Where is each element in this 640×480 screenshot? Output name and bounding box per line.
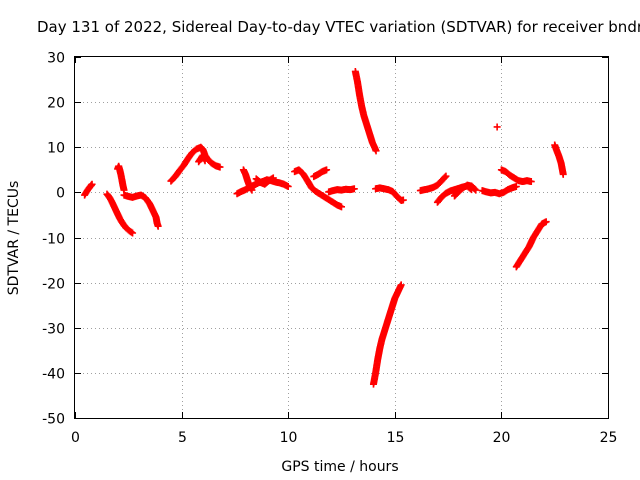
- data-point: [269, 174, 277, 182]
- y-tick-label: 0: [56, 186, 65, 202]
- data-point: [129, 229, 137, 237]
- y-axis-label: SDTVAR / TECUs: [6, 181, 22, 296]
- y-tick-label: -20: [42, 277, 65, 293]
- data-series: [351, 67, 380, 155]
- y-tick-label: 20: [47, 96, 65, 112]
- data-point: [372, 147, 380, 155]
- data-point: [338, 203, 345, 211]
- data-point: [442, 172, 450, 180]
- data-point: [559, 170, 567, 178]
- data-point: [542, 218, 550, 226]
- data-points: [81, 67, 567, 388]
- data-series: [369, 281, 405, 388]
- data-point: [441, 173, 449, 181]
- data-series: [114, 162, 128, 194]
- data-series: [416, 172, 450, 195]
- x-tick-label: 20: [493, 430, 511, 446]
- data-point: [397, 281, 405, 289]
- data-point: [248, 186, 256, 194]
- data-series: [81, 180, 96, 199]
- data-series: [372, 184, 407, 204]
- data-point: [350, 185, 358, 193]
- data-point: [471, 185, 479, 193]
- grid: [75, 57, 608, 418]
- data-point: [216, 163, 224, 171]
- plot-frame: [74, 56, 609, 419]
- data-series: [239, 166, 256, 194]
- data-series: [252, 174, 277, 188]
- y-tick-label: -50: [42, 412, 65, 428]
- data-point: [284, 183, 292, 191]
- data-series: [325, 185, 358, 196]
- data-series: [551, 141, 567, 178]
- data-point: [88, 180, 96, 188]
- x-tick-label: 15: [387, 430, 405, 446]
- x-tick-label: 0: [71, 430, 80, 446]
- data-series: [195, 151, 209, 166]
- x-tick-label: 10: [280, 430, 298, 446]
- data-series: [450, 181, 480, 200]
- y-tick-label: -30: [42, 322, 65, 338]
- data-point: [399, 196, 407, 204]
- y-tick-label: -10: [42, 232, 65, 248]
- y-tick-label: 30: [47, 51, 65, 67]
- data-point: [493, 123, 501, 131]
- y-tick-label: -40: [42, 367, 65, 383]
- data-series: [291, 166, 345, 211]
- axis-ticks: 0 5 10 15 20 25 -50 -40 -30 -20 -10 0 10 20 30: [42, 51, 617, 447]
- chart-title: Day 131 of 2022, Sidereal Day-to-day VTE…: [37, 18, 640, 36]
- x-tick-label: 5: [178, 430, 187, 446]
- y-tick-label: 10: [47, 141, 65, 157]
- data-series: [512, 218, 550, 271]
- data-series: [103, 190, 137, 237]
- data-series: [478, 183, 520, 198]
- data-series: [120, 191, 162, 230]
- data-series: [310, 166, 331, 181]
- data-series: [167, 143, 224, 185]
- data-point: [323, 166, 331, 174]
- data-point: [472, 186, 480, 194]
- data-point: [527, 178, 535, 186]
- data-series: [493, 123, 501, 131]
- x-axis-label: GPS time / hours: [281, 459, 398, 475]
- data-point: [154, 222, 162, 230]
- x-tick-label: 25: [600, 430, 618, 446]
- data-point: [512, 183, 520, 191]
- data-series: [497, 166, 535, 186]
- data-point: [201, 157, 209, 165]
